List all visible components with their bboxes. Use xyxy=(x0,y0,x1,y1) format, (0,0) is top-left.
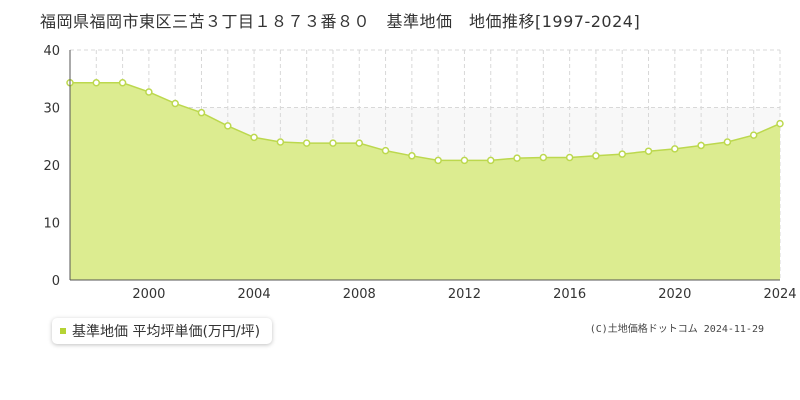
copyright: (C)土地価格ドットコム 2024-11-29 xyxy=(589,324,764,335)
legend-marker-icon xyxy=(60,328,66,334)
data-point xyxy=(145,88,153,96)
data-point xyxy=(197,108,206,117)
data-point xyxy=(92,79,101,87)
data-point xyxy=(381,146,390,155)
data-point xyxy=(486,156,495,165)
data-point xyxy=(224,122,232,130)
chart-title: 福岡県福岡市東区三苫３丁目１８７３番８０ 基準地価 地価推移[1997-2024… xyxy=(40,12,641,31)
data-point xyxy=(250,133,258,142)
x-tick-label: 2024 xyxy=(763,287,796,302)
legend[interactable]: 基準地価 平均坪単価(万円/坪) xyxy=(52,318,273,344)
data-point xyxy=(539,153,548,162)
data-point xyxy=(592,152,600,160)
data-point xyxy=(434,156,442,165)
plot-band xyxy=(70,50,780,108)
data-point xyxy=(565,153,574,162)
x-tick-label: 2020 xyxy=(658,287,691,302)
x-tick-label: 2012 xyxy=(448,287,481,302)
data-point xyxy=(329,139,337,147)
y-tick-label: 20 xyxy=(43,159,60,174)
y-tick-label: 0 xyxy=(52,274,60,289)
data-point xyxy=(118,79,127,87)
data-point xyxy=(749,131,758,139)
data-point xyxy=(276,138,285,146)
x-tick-label: 2008 xyxy=(343,287,376,302)
data-point xyxy=(723,138,732,146)
series-area xyxy=(70,82,780,281)
data-point xyxy=(644,147,653,155)
data-point xyxy=(355,139,364,147)
data-point xyxy=(171,99,179,108)
data-point xyxy=(618,150,626,158)
y-tick-label: 40 xyxy=(43,44,60,59)
x-tick-label: 2016 xyxy=(553,287,586,302)
y-tick-label: 30 xyxy=(43,102,60,117)
x-tick-label: 2004 xyxy=(238,287,271,302)
data-point xyxy=(513,154,521,162)
x-tick-label: 2000 xyxy=(132,287,165,302)
data-point xyxy=(408,152,416,160)
y-tick-label: 10 xyxy=(43,217,60,232)
data-point xyxy=(302,139,311,147)
data-point xyxy=(776,119,784,128)
data-point xyxy=(460,156,469,165)
data-point xyxy=(697,141,705,150)
data-point xyxy=(671,145,679,153)
series-line xyxy=(70,82,781,162)
legend-label: 基準地価 平均坪単価(万円/坪) xyxy=(72,324,261,340)
